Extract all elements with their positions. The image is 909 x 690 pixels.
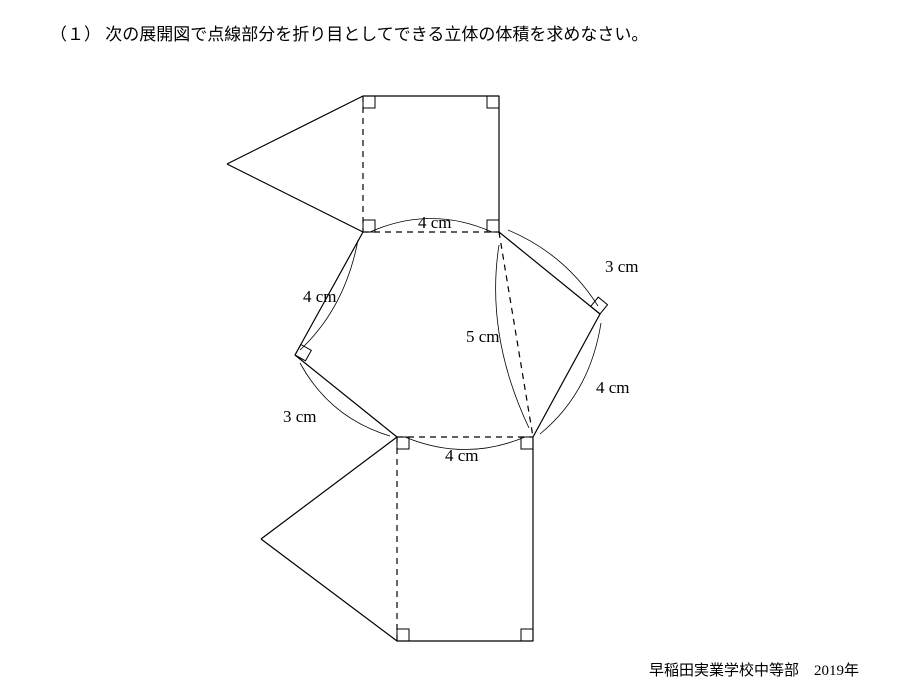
attribution-year: 2019年	[814, 663, 859, 679]
page-container: { "question": { "number": "（１）", "text":…	[0, 0, 909, 690]
label-bottom-4cm: 4 cm	[445, 446, 479, 465]
attribution-school: 早稲田実業学校中等部	[649, 663, 799, 679]
label-right-4cm: 4 cm	[596, 378, 630, 397]
diagram-svg: 4 cm 3 cm 4 cm 5 cm 4 cm 3 cm 4 cm	[0, 0, 909, 690]
label-left-3cm: 3 cm	[283, 407, 317, 426]
attribution: 早稲田実業学校中等部 2019年	[649, 659, 859, 680]
label-5cm: 5 cm	[466, 327, 500, 346]
label-left-4cm: 4 cm	[303, 287, 337, 306]
label-right-3cm: 3 cm	[605, 257, 639, 276]
label-top-4cm: 4 cm	[418, 213, 452, 232]
